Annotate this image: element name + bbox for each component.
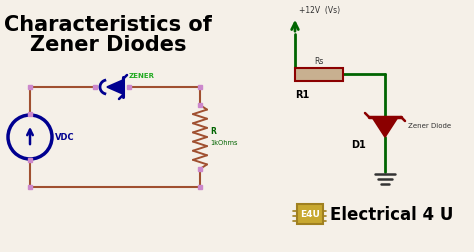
Bar xyxy=(28,185,32,189)
Text: Characteristics of: Characteristics of xyxy=(4,15,212,35)
Text: D1: D1 xyxy=(351,139,366,149)
Text: Electrical 4 U: Electrical 4 U xyxy=(330,205,453,223)
Polygon shape xyxy=(107,81,123,94)
Bar xyxy=(28,113,32,116)
Bar xyxy=(198,86,202,89)
Text: Zener Diodes: Zener Diodes xyxy=(30,35,186,55)
Bar xyxy=(93,86,97,89)
Bar xyxy=(297,204,323,224)
Text: Zener Diode: Zener Diode xyxy=(408,122,451,129)
Bar xyxy=(127,86,131,89)
Bar xyxy=(198,168,202,171)
Text: Rs: Rs xyxy=(314,56,324,65)
Text: VDC: VDC xyxy=(55,133,74,142)
Bar xyxy=(295,68,343,81)
Text: +12V  (Vs): +12V (Vs) xyxy=(299,6,340,15)
Bar xyxy=(28,159,32,162)
Text: R1: R1 xyxy=(295,89,309,99)
Text: E4U: E4U xyxy=(300,210,320,219)
Bar xyxy=(198,104,202,107)
Text: R: R xyxy=(210,127,216,136)
Polygon shape xyxy=(372,117,398,137)
Text: 1kOhms: 1kOhms xyxy=(210,139,237,145)
Text: ZENER: ZENER xyxy=(129,73,155,79)
Bar xyxy=(28,86,32,89)
Bar xyxy=(198,185,202,189)
